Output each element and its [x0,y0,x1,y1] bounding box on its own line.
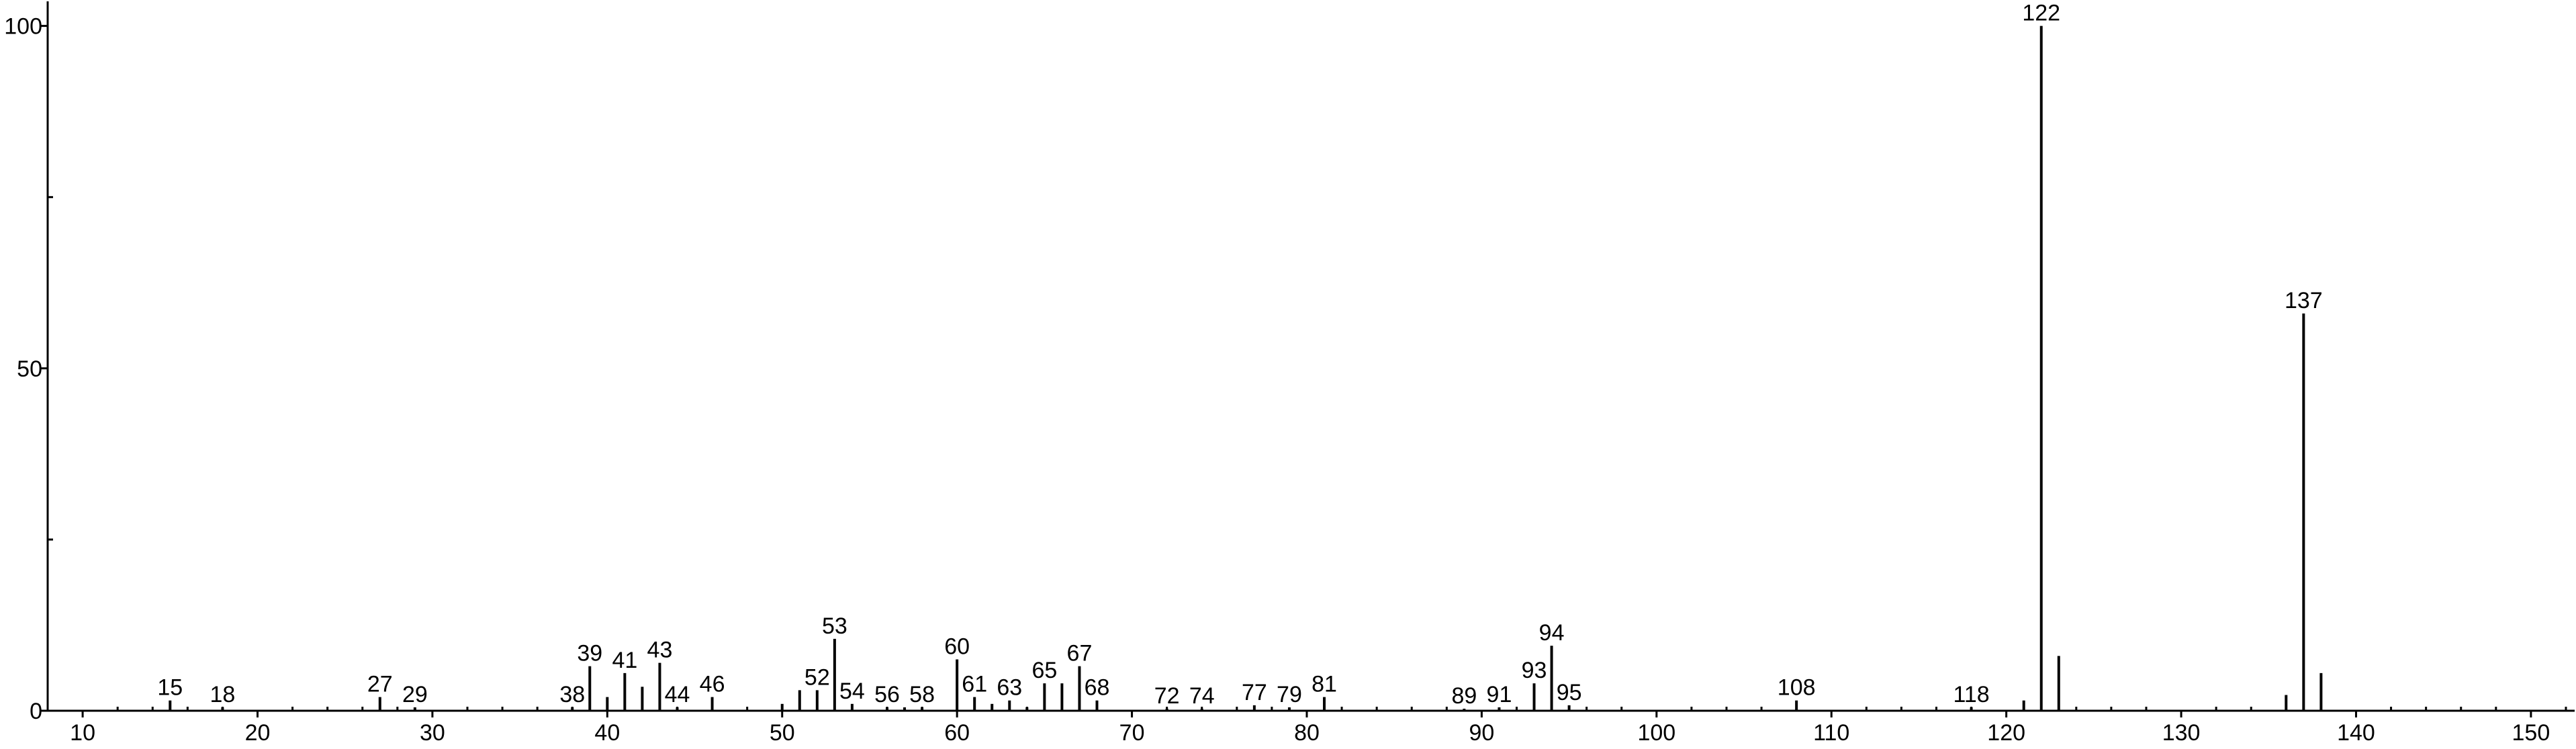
x-tick-label: 50 [770,720,795,746]
x-tick-label: 80 [1294,720,1320,746]
x-tick-label: 120 [1987,720,2025,746]
x-tick-label: 140 [2337,720,2375,746]
x-tick-label: 100 [1637,720,1675,746]
peak-label: 56 [874,682,900,707]
peak-label: 93 [1522,658,1547,683]
peak-label: 79 [1277,682,1302,707]
peak-label: 58 [909,682,935,707]
peak-label: 53 [822,613,847,639]
peak-label: 39 [577,641,602,666]
peak-label: 63 [997,675,1022,701]
x-tick-label: 110 [1813,720,1849,746]
x-tick-label: 90 [1469,720,1494,746]
x-tick-label: 10 [70,720,95,746]
peak-label: 137 [2285,288,2323,313]
x-tick-label: 150 [2512,720,2550,746]
peak-label: 18 [210,682,236,707]
x-tick-label: 30 [420,720,445,746]
peak-label: 72 [1154,683,1180,709]
peak-label: 108 [1778,675,1816,701]
peak-label: 122 [2022,1,2060,26]
peak-label: 91 [1487,682,1512,707]
peak-label: 77 [1242,680,1267,705]
peak-label: 81 [1312,672,1337,697]
peak-label: 27 [367,672,393,697]
peak-label: 46 [700,672,725,697]
peak-label: 43 [647,638,673,663]
x-tick-label: 40 [594,720,620,746]
x-tick-label: 60 [944,720,970,746]
peak-label: 29 [402,682,428,707]
peak-label: 67 [1067,641,1093,666]
peak-label: 60 [944,634,970,659]
y-tick-label: 100 [4,14,42,40]
peak-label: 74 [1189,683,1215,709]
y-tick-label: 50 [17,356,42,382]
peak-label: 54 [839,679,865,704]
peak-label: 89 [1451,683,1477,709]
peak-label: 44 [665,682,690,707]
peak-label: 61 [962,672,987,697]
peak-label: 38 [559,682,585,707]
peak-label: 52 [804,664,830,690]
peak-label: 15 [157,675,183,701]
peak-label: 65 [1031,658,1057,683]
x-tick-label: 130 [2162,720,2201,746]
peak-label: 68 [1085,675,1110,701]
peak-label: 95 [1557,680,1582,705]
peak-label: 118 [1953,682,1989,707]
peak-label: 41 [612,648,637,673]
y-tick-label: 0 [30,699,42,724]
x-tick-label: 20 [245,720,271,746]
peak-label: 94 [1539,620,1565,646]
x-tick-label: 70 [1119,720,1145,746]
